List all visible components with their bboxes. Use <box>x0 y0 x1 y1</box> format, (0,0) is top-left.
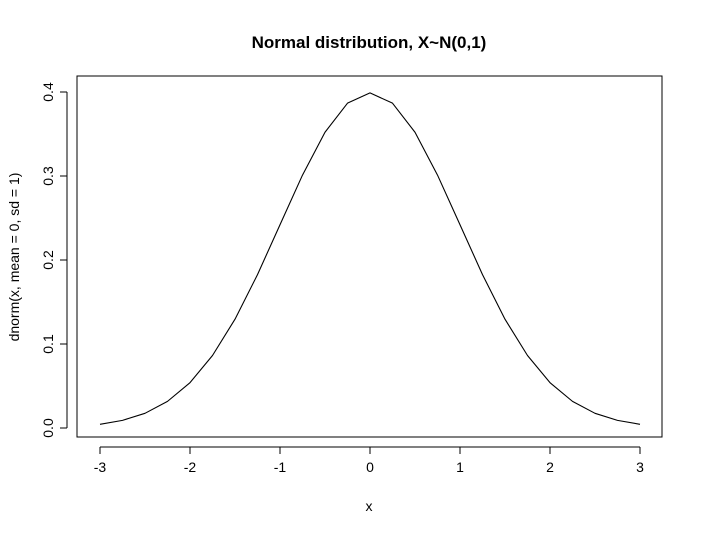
series-layer <box>99 92 641 425</box>
x-tick-label: 0 <box>366 459 374 475</box>
x-tick-label: -1 <box>274 459 287 475</box>
x-tick-label: 2 <box>546 459 554 475</box>
y-tick-label: 0.0 <box>40 418 56 438</box>
x-tick-label: -2 <box>184 459 197 475</box>
y-axis-label: dnorm(x, mean = 0, sd = 1) <box>6 173 22 342</box>
y-tick-label: 0.3 <box>40 166 56 186</box>
y-tick-label: 0.4 <box>40 82 56 102</box>
y-axis: 0.0 0.1 0.2 0.3 0.4 <box>40 82 68 438</box>
x-tick-label: 3 <box>636 459 644 475</box>
y-tick-label: 0.1 <box>40 334 56 354</box>
x-tick-label: -3 <box>94 459 107 475</box>
y-tick-label: 0.2 <box>40 250 56 270</box>
chart-title: Normal distribution, X~N(0,1) <box>252 33 487 52</box>
plot-frame <box>76 75 663 438</box>
x-axis: -3 -2 -1 0 1 2 3 <box>94 446 644 475</box>
x-tick-label: 1 <box>456 459 464 475</box>
x-axis-label: x <box>366 498 373 514</box>
series-line <box>99 92 641 425</box>
